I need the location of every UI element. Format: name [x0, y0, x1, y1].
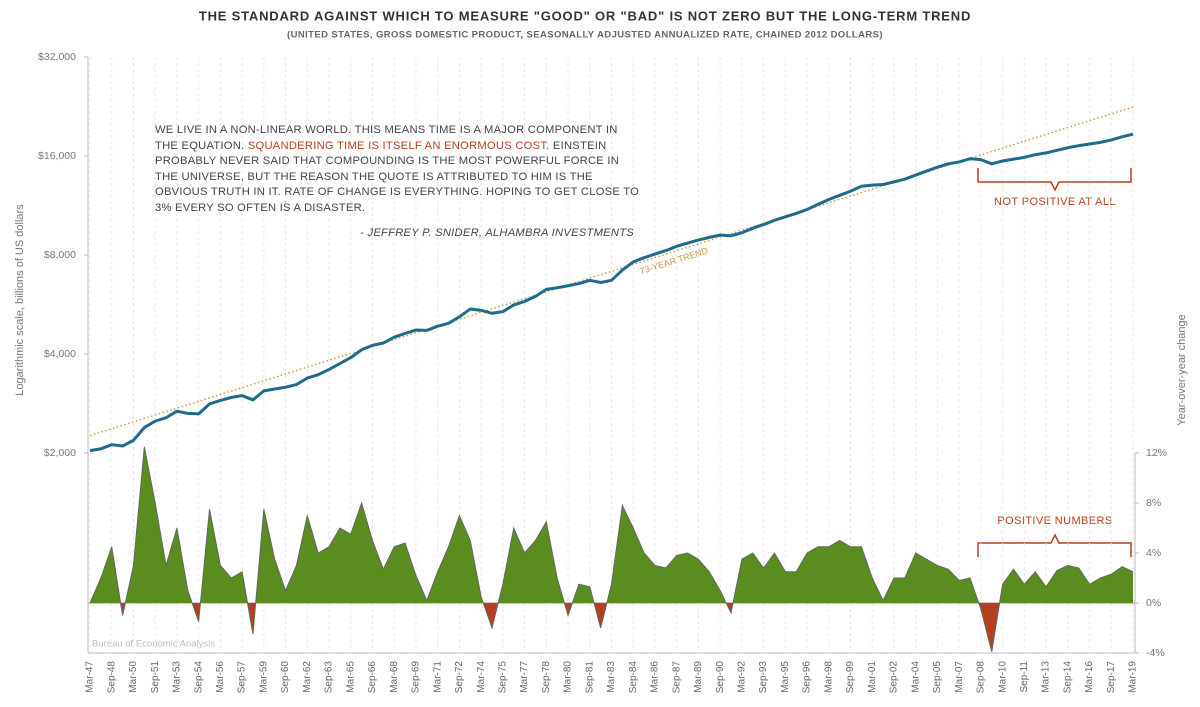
quote-text: WE LIVE IN A NON-LINEAR WORLD. THIS MEAN… [155, 123, 640, 217]
x-tick-label: Sep-81 [584, 661, 595, 694]
x-tick-label: Sep-63 [324, 661, 335, 694]
x-tick-label: Mar-01 [867, 661, 878, 693]
x-tick-label: Sep-51 [150, 661, 161, 694]
source: Bureau of Economic Analysis [92, 639, 215, 650]
x-tick-label: Mar-04 [910, 661, 921, 693]
chart-title: THE STANDARD AGAINST WHICH TO MEASURE "G… [199, 8, 971, 23]
x-tick-label: Sep-96 [802, 661, 813, 694]
y2-tick-label: 4% [1146, 547, 1161, 559]
x-tick-label: Mar-89 [693, 661, 704, 693]
x-tick-label: Sep-90 [715, 661, 726, 694]
gdp-line [89, 132, 1134, 453]
x-tick-label: Sep-14 [1062, 661, 1073, 694]
x-tick-label: Mar-80 [563, 661, 574, 693]
x-tick-label: Mar-47 [85, 661, 96, 693]
x-tick-label: Mar-86 [650, 661, 661, 693]
chart-subtitle: (UNITED STATES, GROSS DOMESTIC PRODUCT, … [287, 30, 883, 41]
bracket [977, 533, 1132, 557]
x-tick-label: Sep-54 [193, 661, 204, 694]
quote: WE LIVE IN A NON-LINEAR WORLD. THIS MEAN… [155, 123, 640, 241]
y2-tick-label: 0% [1146, 597, 1161, 609]
y2-tick-label: 8% [1146, 497, 1161, 509]
quote-part: EINSTEIN PROBABLY NEVER SAID THAT COMPOU… [155, 139, 640, 214]
x-tick-label: Sep-75 [497, 661, 508, 694]
x-tick-label: Sep-08 [976, 661, 987, 694]
x-tick-label: Sep-78 [541, 661, 552, 694]
y-tick-label: $4,000 [44, 348, 76, 360]
x-tick-label: Mar-16 [1084, 661, 1095, 693]
quote-attribution: - JEFFREY P. SNIDER, ALHAMBRA INVESTMENT… [360, 226, 634, 239]
annotation: POSITIVE NUMBERS [997, 515, 1112, 527]
y2-tick-label: 12% [1146, 447, 1167, 459]
x-tick-label: Mar-77 [519, 661, 530, 693]
x-tick-label: Sep-84 [628, 661, 639, 694]
x-tick-label: Mar-50 [128, 661, 139, 693]
x-tick-label: Sep-57 [237, 661, 248, 694]
y-tick-label: $2,000 [44, 447, 76, 459]
x-tick-label: Mar-71 [432, 661, 443, 693]
x-tick-label: Mar-13 [1041, 661, 1052, 693]
x-tick-label: Mar-10 [997, 661, 1008, 693]
x-tick-label: Sep-72 [454, 661, 465, 694]
x-tick-label: Mar-98 [823, 661, 834, 693]
x-tick-label: Mar-56 [215, 661, 226, 693]
x-tick-label: Mar-83 [606, 661, 617, 693]
x-tick-label: Mar-59 [258, 661, 269, 693]
quote-highlight: SQUANDERING TIME IS ITSELF AN ENORMOUS C… [247, 139, 550, 152]
trend-label: 73-YEAR TREND [639, 245, 710, 276]
x-tick-label: Sep-60 [280, 661, 291, 694]
x-tick-label: Sep-05 [932, 661, 943, 694]
x-tick-label: Sep-66 [367, 661, 378, 694]
x-tick-label: Mar-92 [737, 661, 748, 693]
x-tick-label: Sep-48 [106, 661, 117, 694]
x-tick-label: Sep-93 [758, 661, 769, 694]
area-outline [89, 446, 1134, 652]
y-tick-label: $16,000 [38, 150, 76, 162]
y-axis-title: Logarithmic scale, billions of US dollar… [14, 204, 26, 396]
x-tick-label: Mar-62 [302, 661, 313, 693]
x-tick-label: Sep-17 [1106, 661, 1117, 694]
x-tick-label: Sep-99 [845, 661, 856, 694]
x-tick-label: Mar-95 [780, 661, 791, 693]
y-tick-label: $8,000 [44, 249, 76, 261]
y2-tick-label: -4% [1146, 647, 1165, 659]
x-tick-label: Sep-11 [1019, 661, 1030, 693]
area-positive [90, 446, 1133, 603]
x-tick-label: Mar-65 [345, 661, 356, 693]
x-tick-label: Mar-07 [954, 661, 965, 693]
quote-part: WE LIVE IN A NON-LINEAR WORLD. THIS MEAN… [155, 124, 618, 152]
x-tick-label: Mar-68 [389, 661, 400, 693]
x-tick-label: Mar-53 [172, 661, 183, 693]
bracket [977, 168, 1132, 192]
y-tick-label: $32,000 [38, 51, 76, 63]
x-tick-label: Sep-02 [889, 661, 900, 694]
annotation: NOT POSITIVE AT ALL [994, 196, 1116, 208]
x-tick-label: Sep-87 [671, 661, 682, 694]
x-tick-label: Sep-69 [411, 661, 422, 694]
x-tick-label: Mar-19 [1128, 661, 1139, 693]
y2-axis-title: Year-over-year change [1176, 314, 1188, 426]
x-tick-label: Mar-74 [476, 661, 487, 693]
